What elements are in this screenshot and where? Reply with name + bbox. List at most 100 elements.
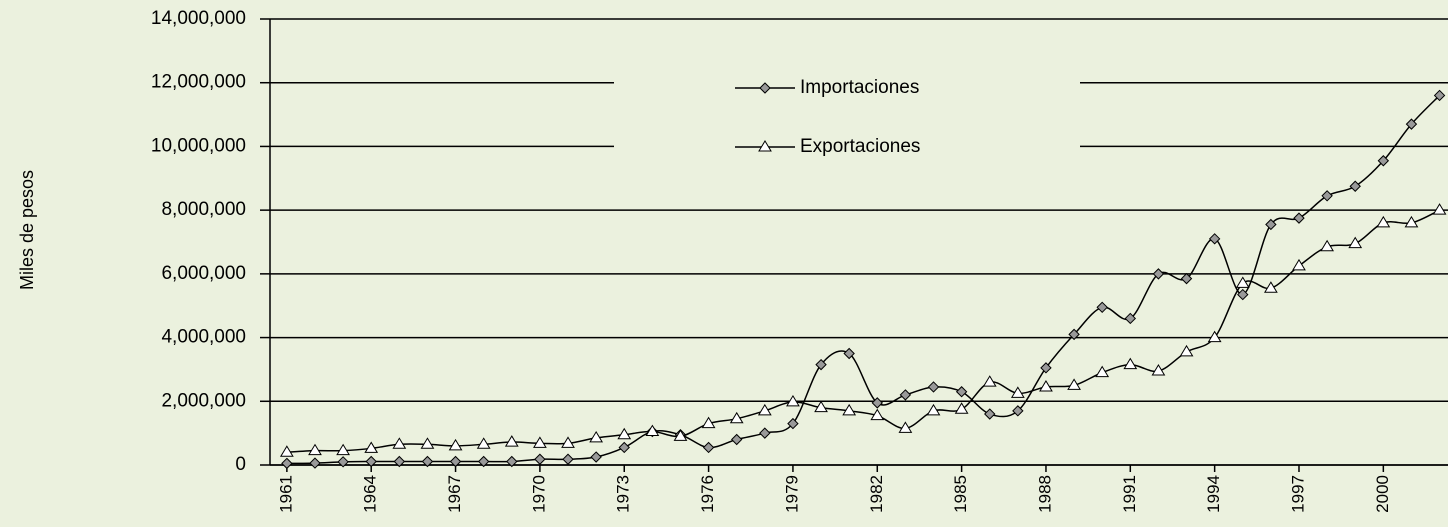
data-point (984, 408, 996, 420)
data-point (364, 441, 379, 453)
data-point (1265, 218, 1277, 231)
x-tick-label: 1973 (614, 475, 633, 513)
x-tick-label: 1979 (782, 475, 801, 513)
data-point (871, 397, 883, 409)
data-point (701, 416, 716, 429)
data-point (1348, 236, 1363, 249)
data-point (898, 421, 913, 433)
data-point (815, 358, 827, 371)
data-point (1208, 233, 1221, 245)
data-point (1293, 212, 1305, 224)
data-point (279, 445, 294, 457)
data-point (1179, 344, 1194, 357)
data-point (337, 456, 349, 468)
data-point (702, 441, 715, 454)
y-tick-label: 10,000,000 (151, 135, 246, 156)
data-point (1095, 365, 1110, 378)
data-point (1096, 301, 1108, 314)
series-line (286, 209, 1440, 454)
data-point (1405, 118, 1418, 130)
legend-label: Exportaciones (800, 136, 920, 157)
data-point (1010, 386, 1025, 398)
data-point (786, 394, 800, 407)
data-point (1207, 330, 1222, 343)
data-point (392, 437, 407, 449)
data-point (1377, 155, 1390, 167)
data-point (1012, 405, 1024, 417)
data-point (617, 427, 632, 440)
x-tick-label: 1988 (1035, 475, 1054, 513)
data-point (309, 457, 321, 469)
y-tick-label: 0 (235, 454, 246, 475)
data-point (1180, 272, 1193, 285)
x-tick-label: 1967 (445, 475, 464, 513)
data-point (1321, 190, 1333, 202)
data-point (787, 417, 799, 430)
x-tick-label: 1964 (361, 475, 380, 513)
data-point (589, 430, 604, 443)
y-tick-label: 8,000,000 (161, 199, 246, 220)
data-point (730, 433, 743, 446)
data-point (954, 402, 969, 414)
x-tick-label: 1994 (1204, 475, 1223, 513)
data-point (533, 436, 547, 448)
data-point (562, 453, 574, 465)
data-point (308, 443, 322, 456)
legend-label: Importaciones (800, 77, 919, 98)
data-point (1039, 379, 1053, 392)
y-tick-label: 4,000,000 (161, 327, 246, 348)
data-point (759, 427, 771, 439)
data-point (506, 455, 518, 468)
legend-marker (758, 140, 772, 152)
data-point (393, 455, 406, 468)
data-point (842, 403, 857, 416)
data-point (1124, 312, 1137, 325)
x-tick-label: 1976 (698, 475, 717, 513)
data-point (1151, 364, 1166, 376)
data-point (757, 403, 772, 416)
data-point (1432, 203, 1447, 215)
data-point (927, 381, 940, 393)
y-tick-label: 14,000,000 (151, 8, 246, 29)
data-point (729, 411, 744, 424)
data-point (618, 441, 630, 454)
data-point (899, 389, 912, 401)
x-tick-label: 1985 (951, 475, 970, 513)
data-point (1123, 357, 1138, 370)
data-point (504, 435, 519, 447)
legend-marker (759, 82, 771, 94)
data-point (1349, 180, 1361, 192)
y-axis-label: Miles de pesos (17, 170, 37, 290)
x-tick-label: 1961 (276, 475, 295, 513)
x-tick-label: 1991 (1120, 475, 1139, 513)
data-point (1376, 215, 1391, 228)
data-point (1067, 378, 1081, 390)
data-point (561, 436, 575, 448)
data-point (1320, 239, 1334, 252)
y-tick-label: 2,000,000 (161, 390, 246, 411)
data-point (1404, 215, 1419, 228)
data-point (365, 455, 377, 468)
data-point (870, 408, 885, 421)
data-point (1237, 288, 1249, 301)
data-point (1152, 268, 1165, 280)
y-tick-label: 6,000,000 (161, 263, 246, 284)
x-tick-label: 1997 (1288, 475, 1307, 513)
data-point (982, 375, 997, 387)
data-point (926, 403, 941, 416)
x-tick-label: 1982 (867, 475, 886, 513)
data-point (1292, 258, 1306, 271)
data-point (476, 437, 491, 449)
data-point (534, 453, 546, 465)
data-point (281, 457, 293, 470)
data-point (336, 443, 350, 456)
data-point (449, 455, 462, 468)
data-point (1235, 276, 1250, 288)
data-point (1068, 328, 1080, 341)
data-point (421, 455, 434, 468)
data-point (673, 429, 688, 441)
data-point (477, 455, 490, 468)
x-tick-label: 2000 (1373, 475, 1392, 513)
